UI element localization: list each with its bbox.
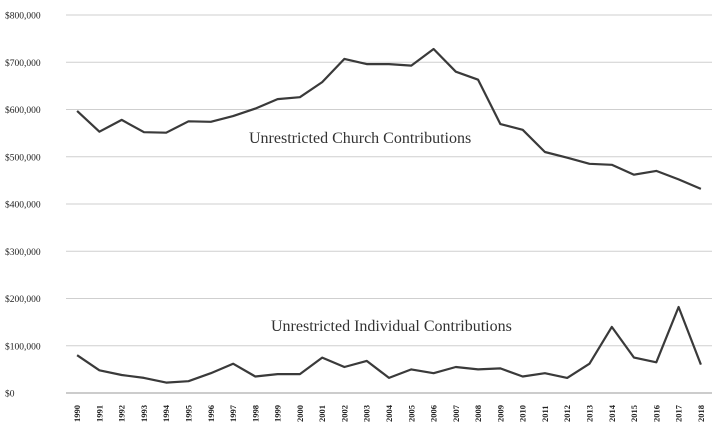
x-tick-label: 2001 xyxy=(317,405,327,422)
x-tick-label: 2014 xyxy=(607,404,617,422)
x-tick-label: 2005 xyxy=(406,405,416,422)
x-tick-label: 2012 xyxy=(562,405,572,422)
x-tick-label: 1995 xyxy=(184,405,194,422)
y-tick-label: $800,000 xyxy=(5,11,41,22)
x-tick-label: 2007 xyxy=(451,404,461,422)
x-tick-label: 2002 xyxy=(339,405,349,422)
x-tick-label: 1997 xyxy=(228,404,238,422)
y-tick-label: $0 xyxy=(5,389,15,400)
x-tick-label: 1996 xyxy=(206,405,216,422)
x-tick-label: 2004 xyxy=(384,404,394,422)
x-tick-label: 1992 xyxy=(117,405,127,422)
x-tick-label: 1994 xyxy=(161,404,171,422)
x-tick-label: 2018 xyxy=(696,405,706,422)
y-tick-label: $100,000 xyxy=(5,341,41,352)
y-tick-label: $200,000 xyxy=(5,294,41,305)
y-tick-label: $500,000 xyxy=(5,152,41,163)
x-tick-label: 2006 xyxy=(429,405,439,422)
x-tick-label: 2013 xyxy=(584,405,594,422)
x-tick-label: 2011 xyxy=(540,405,550,422)
x-tick-label: 2000 xyxy=(295,405,305,422)
y-tick-label: $400,000 xyxy=(5,200,41,211)
x-tick-label: 1999 xyxy=(273,405,283,422)
y-tick-label: $600,000 xyxy=(5,105,41,116)
series-line-individual xyxy=(76,305,702,384)
y-axis-tick-labels: $0 $100,000 $200,000 $300,000 $400,000 $500,0… xyxy=(5,11,41,400)
y-tick-label: $700,000 xyxy=(5,58,41,69)
y-tick-label: $300,000 xyxy=(5,247,41,258)
x-tick-label: 1993 xyxy=(139,405,149,422)
x-tick-label: 1991 xyxy=(94,405,104,422)
x-tick-label: 2003 xyxy=(362,405,372,422)
series-lines xyxy=(76,47,702,384)
series-label-church: Unrestricted Church Contributions xyxy=(249,130,471,147)
series-label-individual: Unrestricted Individual Contributions xyxy=(271,318,512,335)
gridlines xyxy=(66,14,712,347)
x-tick-label: 1990 xyxy=(72,405,82,422)
x-axis-tick-labels: 1990 1991 1992 1993 1994 1995 1996 1997 1998 1999… xyxy=(72,404,706,422)
x-tick-label: 2017 xyxy=(674,404,684,422)
x-tick-label: 1998 xyxy=(250,405,260,422)
x-tick-label: 2015 xyxy=(629,405,639,422)
x-tick-label: 2009 xyxy=(495,405,505,422)
x-tick-label: 2008 xyxy=(473,405,483,422)
x-tick-label: 2010 xyxy=(518,405,528,422)
series-line-church xyxy=(76,47,702,190)
x-tick-label: 2016 xyxy=(651,405,661,422)
